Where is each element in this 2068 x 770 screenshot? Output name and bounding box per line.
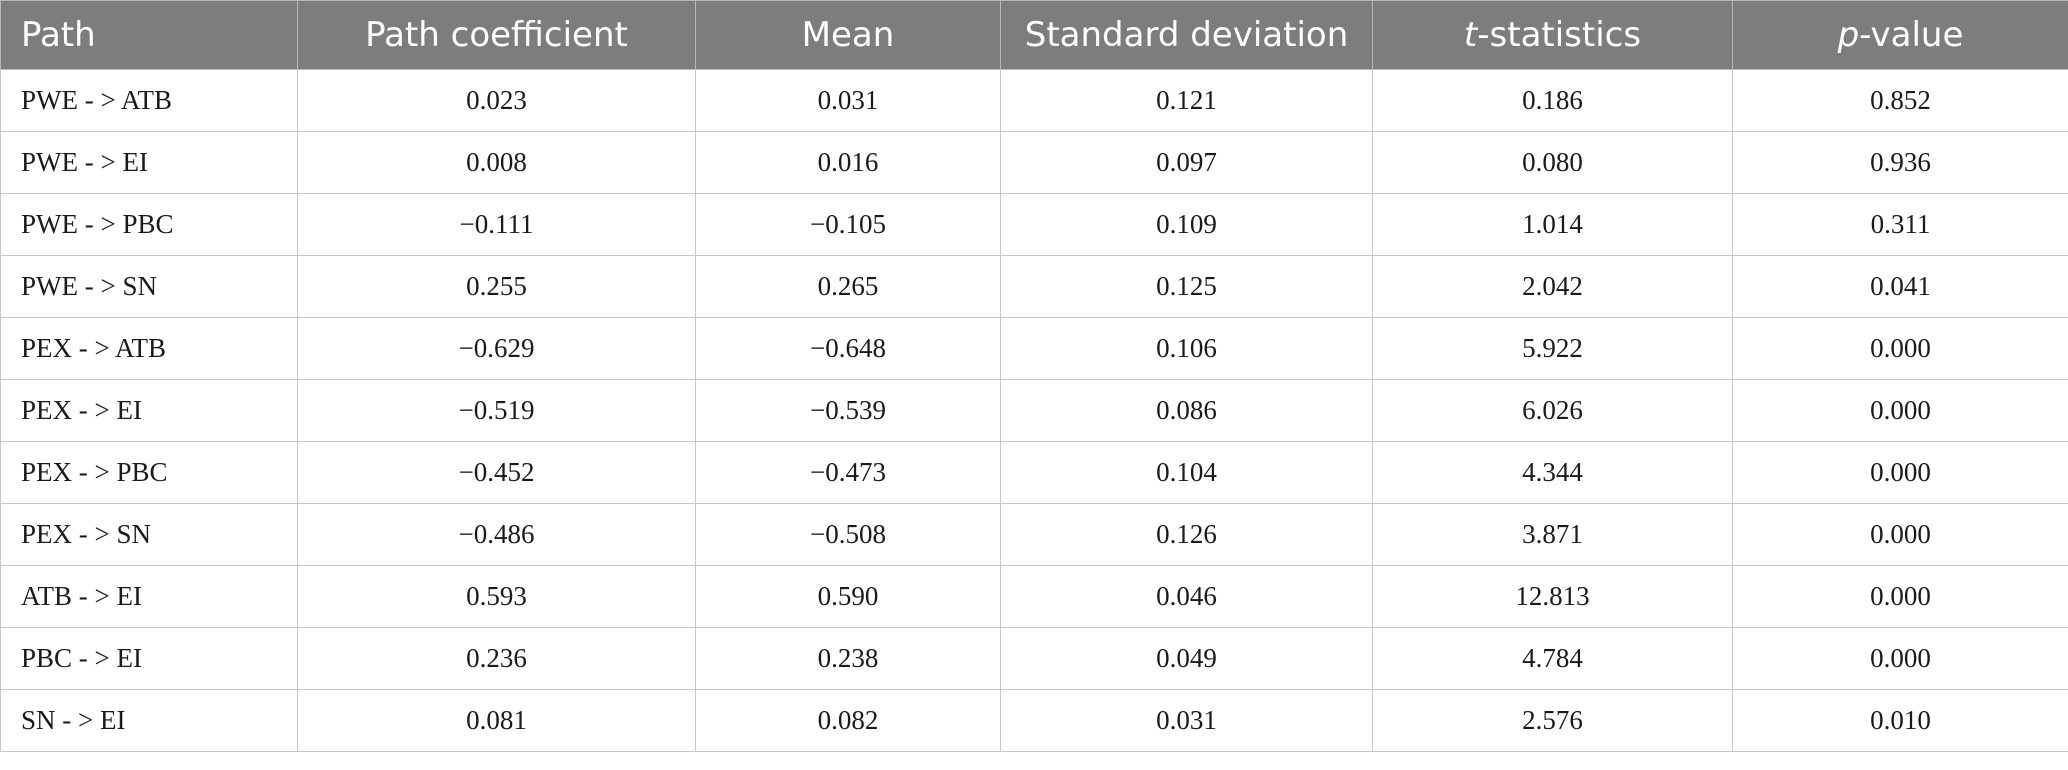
table-row: PWE - > ATB 0.023 0.031 0.121 0.186 0.852 bbox=[0, 69, 2068, 132]
cell-path-coefficient: −0.629 bbox=[297, 317, 696, 380]
cell-mean: 0.016 bbox=[695, 131, 1001, 194]
cell-t-statistics: 2.042 bbox=[1372, 255, 1733, 318]
table-row: PWE - > SN 0.255 0.265 0.125 2.042 0.041 bbox=[0, 255, 2068, 318]
cell-path: PWE - > ATB bbox=[0, 69, 298, 132]
table-row: PEX - > SN −0.486 −0.508 0.126 3.871 0.000 bbox=[0, 503, 2068, 566]
cell-p-value: 0.000 bbox=[1732, 379, 2068, 442]
cell-path: PWE - > EI bbox=[0, 131, 298, 194]
cell-standard-deviation: 0.121 bbox=[1000, 69, 1373, 132]
cell-t-statistics: 12.813 bbox=[1372, 565, 1733, 628]
header-t-statistics: t-statistics bbox=[1372, 0, 1733, 70]
cell-path-coefficient: −0.111 bbox=[297, 193, 696, 256]
cell-standard-deviation: 0.109 bbox=[1000, 193, 1373, 256]
cell-p-value: 0.000 bbox=[1732, 503, 2068, 566]
table-row: PEX - > ATB −0.629 −0.648 0.106 5.922 0.000 bbox=[0, 317, 2068, 380]
table-row: PWE - > EI 0.008 0.016 0.097 0.080 0.936 bbox=[0, 131, 2068, 194]
header-mean: Mean bbox=[695, 0, 1001, 70]
header-t-symbol: t bbox=[1463, 15, 1478, 55]
cell-t-statistics: 2.576 bbox=[1372, 689, 1733, 752]
cell-mean: 0.590 bbox=[695, 565, 1001, 628]
cell-mean: −0.648 bbox=[695, 317, 1001, 380]
cell-path-coefficient: 0.008 bbox=[297, 131, 696, 194]
cell-p-value: 0.000 bbox=[1732, 317, 2068, 380]
header-standard-deviation: Standard deviation bbox=[1000, 0, 1373, 70]
cell-t-statistics: 4.784 bbox=[1372, 627, 1733, 690]
cell-standard-deviation: 0.104 bbox=[1000, 441, 1373, 504]
cell-t-statistics: 0.080 bbox=[1372, 131, 1733, 194]
cell-path-coefficient: 0.255 bbox=[297, 255, 696, 318]
header-p-symbol: p bbox=[1837, 15, 1860, 55]
cell-p-value: 0.000 bbox=[1732, 627, 2068, 690]
table-row: SN - > EI 0.081 0.082 0.031 2.576 0.010 bbox=[0, 689, 2068, 752]
cell-path-coefficient: 0.081 bbox=[297, 689, 696, 752]
cell-path: PWE - > PBC bbox=[0, 193, 298, 256]
table-row: PEX - > EI −0.519 −0.539 0.086 6.026 0.000 bbox=[0, 379, 2068, 442]
header-path: Path bbox=[0, 0, 298, 70]
cell-path-coefficient: 0.236 bbox=[297, 627, 696, 690]
table-row: ATB - > EI 0.593 0.590 0.046 12.813 0.000 bbox=[0, 565, 2068, 628]
cell-path: SN - > EI bbox=[0, 689, 298, 752]
cell-path-coefficient: −0.486 bbox=[297, 503, 696, 566]
cell-path: PWE - > SN bbox=[0, 255, 298, 318]
cell-standard-deviation: 0.126 bbox=[1000, 503, 1373, 566]
table-row: PWE - > PBC −0.111 −0.105 0.109 1.014 0.311 bbox=[0, 193, 2068, 256]
cell-standard-deviation: 0.046 bbox=[1000, 565, 1373, 628]
cell-p-value: 0.041 bbox=[1732, 255, 2068, 318]
table-header-row: Path Path coefficient Mean Standard devi… bbox=[0, 0, 2068, 70]
cell-t-statistics: 0.186 bbox=[1372, 69, 1733, 132]
cell-p-value: 0.000 bbox=[1732, 565, 2068, 628]
header-p-label: -value bbox=[1859, 15, 1964, 55]
header-p-value: p-value bbox=[1732, 0, 2068, 70]
cell-path: ATB - > EI bbox=[0, 565, 298, 628]
cell-path: PEX - > PBC bbox=[0, 441, 298, 504]
cell-mean: −0.539 bbox=[695, 379, 1001, 442]
cell-path-coefficient: 0.023 bbox=[297, 69, 696, 132]
cell-t-statistics: 3.871 bbox=[1372, 503, 1733, 566]
cell-mean: −0.473 bbox=[695, 441, 1001, 504]
header-path-coefficient: Path coefficient bbox=[297, 0, 696, 70]
cell-t-statistics: 1.014 bbox=[1372, 193, 1733, 256]
header-t-label: -statistics bbox=[1477, 15, 1642, 55]
cell-p-value: 0.936 bbox=[1732, 131, 2068, 194]
cell-p-value: 0.010 bbox=[1732, 689, 2068, 752]
cell-standard-deviation: 0.106 bbox=[1000, 317, 1373, 380]
cell-mean: 0.082 bbox=[695, 689, 1001, 752]
cell-path-coefficient: −0.519 bbox=[297, 379, 696, 442]
cell-p-value: 0.852 bbox=[1732, 69, 2068, 132]
cell-standard-deviation: 0.031 bbox=[1000, 689, 1373, 752]
cell-path-coefficient: −0.452 bbox=[297, 441, 696, 504]
cell-standard-deviation: 0.086 bbox=[1000, 379, 1373, 442]
cell-standard-deviation: 0.097 bbox=[1000, 131, 1373, 194]
cell-p-value: 0.311 bbox=[1732, 193, 2068, 256]
cell-path: PEX - > ATB bbox=[0, 317, 298, 380]
table-body: PWE - > ATB 0.023 0.031 0.121 0.186 0.852 PWE … bbox=[0, 69, 2068, 752]
table-row: PBC - > EI 0.236 0.238 0.049 4.784 0.000 bbox=[0, 627, 2068, 690]
cell-path: PEX - > SN bbox=[0, 503, 298, 566]
path-coefficients-table: Path Path coefficient Mean Standard devi… bbox=[0, 0, 2068, 752]
cell-mean: 0.238 bbox=[695, 627, 1001, 690]
cell-path-coefficient: 0.593 bbox=[297, 565, 696, 628]
cell-mean: 0.265 bbox=[695, 255, 1001, 318]
cell-standard-deviation: 0.049 bbox=[1000, 627, 1373, 690]
cell-mean: −0.508 bbox=[695, 503, 1001, 566]
table-row: PEX - > PBC −0.452 −0.473 0.104 4.344 0.000 bbox=[0, 441, 2068, 504]
cell-standard-deviation: 0.125 bbox=[1000, 255, 1373, 318]
cell-t-statistics: 4.344 bbox=[1372, 441, 1733, 504]
cell-t-statistics: 6.026 bbox=[1372, 379, 1733, 442]
cell-path: PBC - > EI bbox=[0, 627, 298, 690]
cell-p-value: 0.000 bbox=[1732, 441, 2068, 504]
cell-mean: 0.031 bbox=[695, 69, 1001, 132]
cell-path: PEX - > EI bbox=[0, 379, 298, 442]
cell-t-statistics: 5.922 bbox=[1372, 317, 1733, 380]
cell-mean: −0.105 bbox=[695, 193, 1001, 256]
